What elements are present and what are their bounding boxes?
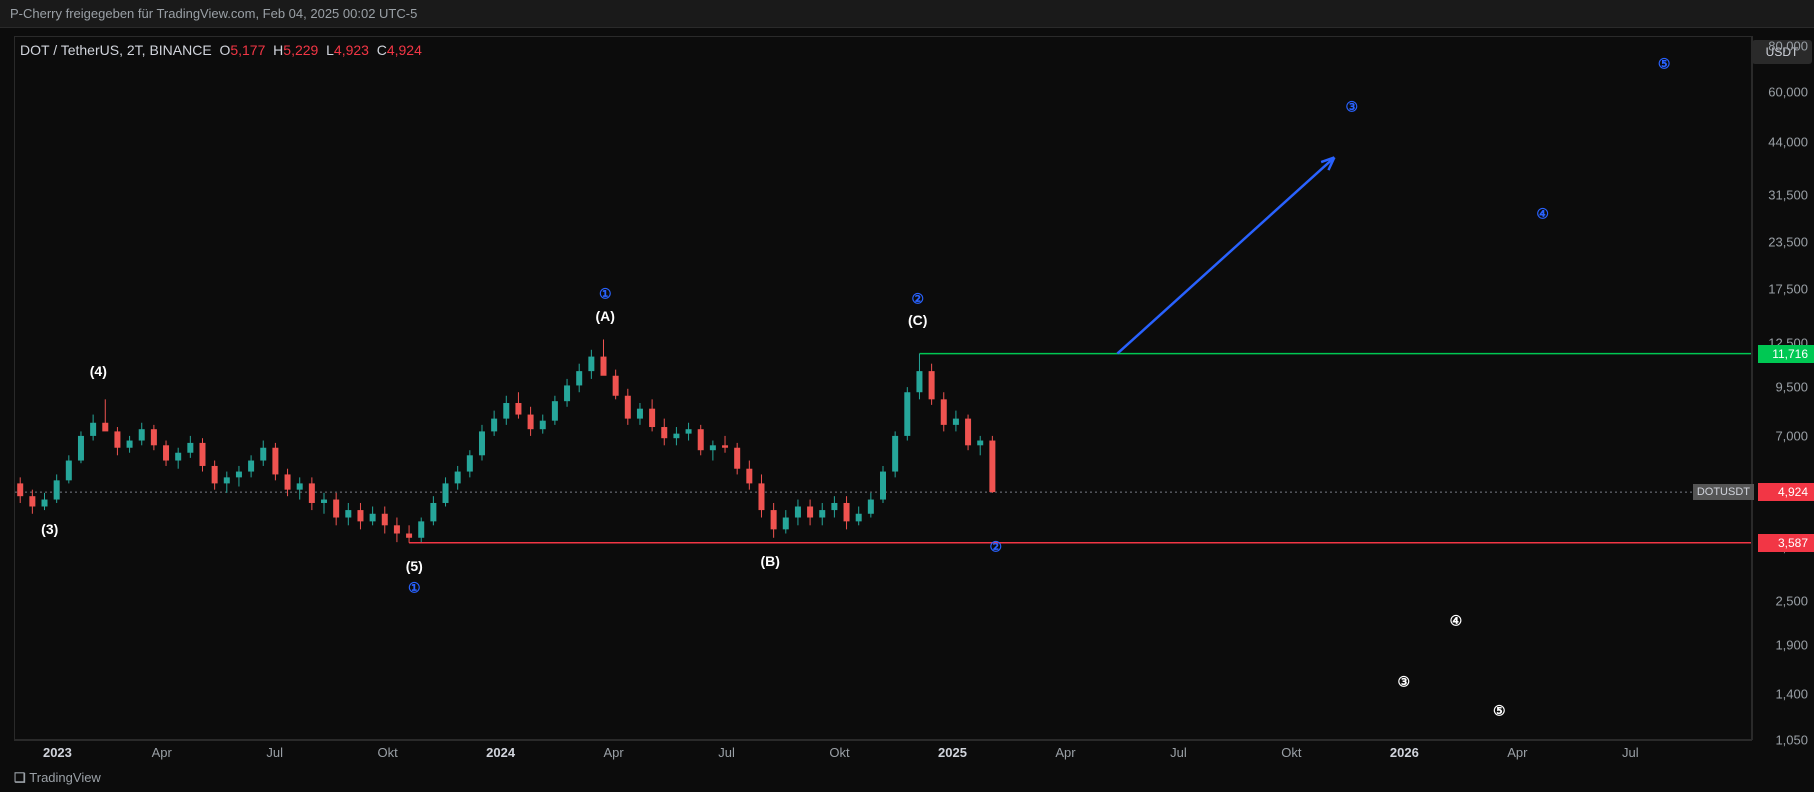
price-tick: 17,500 <box>1768 282 1808 297</box>
symbol-pair[interactable]: DOT / TetherUS <box>20 42 119 58</box>
symbol-interval[interactable]: 2T <box>127 42 142 58</box>
publish-header: P-Cherry freigegeben für TradingView.com… <box>0 0 1814 28</box>
time-tick: Jul <box>1622 745 1639 760</box>
ticker-badge: DOTUSDT <box>1693 484 1754 500</box>
price-tick: 80,000 <box>1768 38 1808 53</box>
price-badge: 4,924 <box>1758 483 1814 501</box>
wave-label: ② <box>990 538 1003 555</box>
price-tick: 1,400 <box>1775 686 1808 701</box>
symbol-legend: DOT / TetherUS, 2T, BINANCE O5,177 H5,22… <box>20 42 422 58</box>
time-tick: Jul <box>718 745 735 760</box>
chart-svg <box>15 37 1751 739</box>
time-tick: Okt <box>829 745 849 760</box>
price-tick: 44,000 <box>1768 134 1808 149</box>
price-tick: 7,000 <box>1775 429 1808 444</box>
wave-label: ① <box>408 580 421 597</box>
wave-label: ② <box>911 290 924 307</box>
wave-label: (5) <box>406 558 423 574</box>
price-tick: 31,500 <box>1768 188 1808 203</box>
ohlc-open: 5,177 <box>230 42 265 58</box>
chart-pane[interactable]: (4) (3) (5) (A) (B) (C) ③ ④ ⑤ ① ① ② ② ③ ④ ⑤ <box>14 36 1752 740</box>
wave-label: ④ <box>1450 612 1463 629</box>
price-tick: 2,500 <box>1775 594 1808 609</box>
ohlc-high: 5,229 <box>283 42 318 58</box>
tradingview-logo[interactable]: ❏ TradingView <box>14 770 101 786</box>
wave-label: (C) <box>908 312 927 328</box>
wave-label: (B) <box>760 553 779 569</box>
wave-label: (A) <box>596 308 615 324</box>
symbol-exchange[interactable]: BINANCE <box>149 42 211 58</box>
time-tick: 2024 <box>486 745 515 760</box>
wave-label: (4) <box>90 363 107 379</box>
wave-label: ⑤ <box>1658 55 1671 72</box>
wave-label: ① <box>599 286 612 303</box>
wave-label: (3) <box>41 521 58 537</box>
time-tick: Apr <box>1507 745 1527 760</box>
time-tick: 2026 <box>1390 745 1419 760</box>
time-tick: Okt <box>378 745 398 760</box>
wave-label: ③ <box>1398 674 1411 691</box>
ohlc-close: 4,924 <box>387 42 422 58</box>
time-axis[interactable]: 2023 Apr Jul Okt 2024 Apr Jul Okt 2025 Apr Jul Okt 2… <box>14 740 1752 764</box>
time-tick: Apr <box>603 745 623 760</box>
time-tick: Apr <box>1055 745 1075 760</box>
price-badge: 3,587 <box>1758 534 1814 552</box>
time-tick: Okt <box>1281 745 1301 760</box>
time-tick: Jul <box>1170 745 1187 760</box>
price-tick: 60,000 <box>1768 84 1808 99</box>
wave-label: ④ <box>1536 206 1549 223</box>
wave-label: ③ <box>1345 98 1358 115</box>
ohlc-low: 4,923 <box>334 42 369 58</box>
time-tick: 2025 <box>938 745 967 760</box>
price-tick: 9,500 <box>1775 380 1808 395</box>
wave-label: ⑤ <box>1493 703 1506 720</box>
price-tick: 23,500 <box>1768 234 1808 249</box>
time-tick: Apr <box>152 745 172 760</box>
price-tick: 1,900 <box>1775 637 1808 652</box>
price-tick: 1,050 <box>1775 733 1808 748</box>
price-badge: 11,716 <box>1758 345 1814 363</box>
publish-text: P-Cherry freigegeben für TradingView.com… <box>10 6 417 21</box>
time-tick: 2023 <box>43 745 72 760</box>
price-axis[interactable]: USDT 80,00060,00044,00031,50023,50017,50… <box>1752 36 1814 740</box>
time-tick: Jul <box>266 745 283 760</box>
